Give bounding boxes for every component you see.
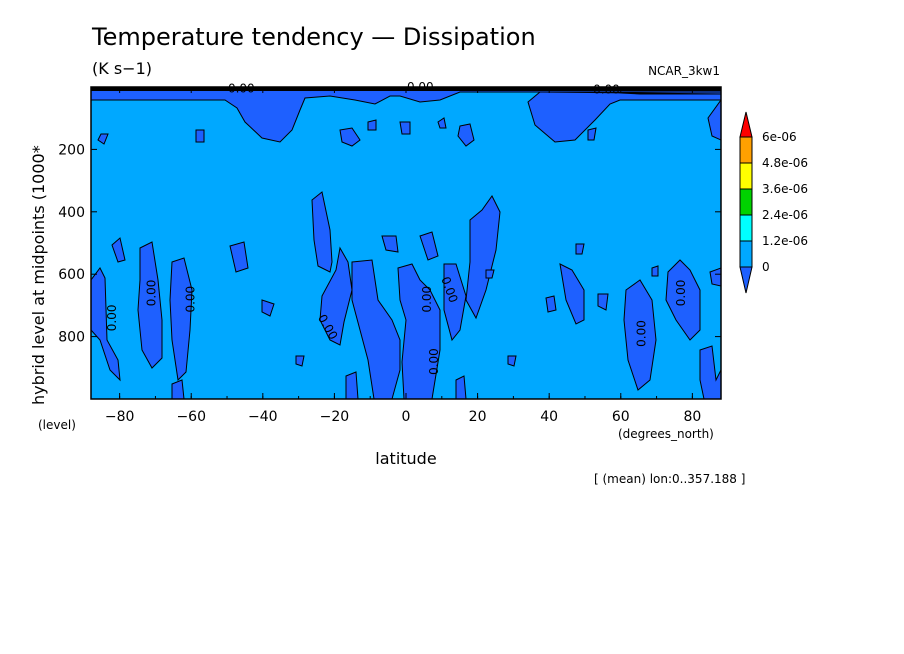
contour-label: 0.00 bbox=[427, 348, 441, 375]
colorbar-box bbox=[739, 214, 753, 242]
x-tick-label: 80 bbox=[683, 409, 701, 425]
contour-region bbox=[623, 279, 657, 391]
contour-region bbox=[575, 243, 585, 255]
colorbar-box bbox=[739, 188, 753, 216]
contour-region bbox=[419, 231, 439, 261]
colorbar-label: 4.8e-06 bbox=[762, 156, 808, 170]
contour-region bbox=[111, 237, 126, 263]
contour-label: 0.00 bbox=[228, 81, 255, 95]
x-tick-label: 60 bbox=[612, 409, 630, 425]
dataset-label: NCAR_3kw1 bbox=[648, 64, 720, 78]
contour-region bbox=[457, 123, 475, 147]
x-axis: −80 −60 −40 −20 0 20 40 60 80 bbox=[105, 87, 701, 425]
colorbar: 0 1.2e-06 2.4e-06 3.6e-06 4.8e-06 6e-06 bbox=[739, 111, 808, 294]
contour-region bbox=[437, 117, 447, 129]
x-tick-label: 40 bbox=[540, 409, 558, 425]
y-axis: 200 400 600 800 bbox=[58, 142, 721, 346]
contour-region bbox=[651, 265, 659, 277]
colorbar-label: 3.6e-06 bbox=[762, 182, 808, 196]
contour-region bbox=[587, 127, 597, 141]
chart-units: (K s−1) bbox=[92, 59, 152, 78]
contour-region bbox=[455, 375, 467, 399]
contour-region bbox=[311, 191, 333, 273]
contour-region bbox=[397, 263, 441, 399]
contour-region bbox=[295, 355, 305, 367]
contour-region bbox=[319, 246, 353, 346]
colorbar-label: 0 bbox=[762, 260, 770, 274]
contour-label: 0.00 bbox=[593, 83, 620, 97]
contour-region bbox=[559, 263, 585, 325]
contour-region bbox=[707, 99, 721, 141]
contour-region bbox=[91, 87, 721, 143]
colorbar-label: 6e-06 bbox=[762, 130, 797, 144]
colorbar-box bbox=[739, 136, 753, 164]
contour-region bbox=[97, 133, 109, 145]
contour-region bbox=[137, 241, 163, 369]
contour-region bbox=[339, 127, 361, 147]
x-tick-label: 20 bbox=[469, 409, 487, 425]
footnote: [ (mean) lon:0..357.188 ] bbox=[594, 472, 745, 486]
plot-area bbox=[90, 86, 722, 400]
chart-title: Temperature tendency — Dissipation bbox=[91, 23, 536, 51]
y-tick-label: 600 bbox=[58, 267, 85, 283]
contour-region bbox=[351, 259, 401, 399]
contour-region bbox=[597, 293, 609, 311]
contour-region bbox=[507, 355, 517, 367]
colorbar-box bbox=[739, 162, 753, 190]
contour-label: 0.00 bbox=[184, 286, 198, 313]
colorbar-extend-high bbox=[739, 111, 753, 138]
x-axis-units: (degrees_north) bbox=[618, 427, 714, 441]
negative-regions bbox=[91, 87, 721, 399]
contour-label: 0.00 bbox=[407, 80, 434, 94]
x-tick-label: −20 bbox=[320, 409, 350, 425]
contour-label: 0.00 bbox=[635, 320, 649, 347]
colorbar-box bbox=[739, 240, 753, 268]
colorbar-label: 1.2e-06 bbox=[762, 234, 808, 248]
contour-label: 0.00 bbox=[420, 286, 434, 313]
contour-region bbox=[485, 269, 495, 279]
contour-region bbox=[545, 295, 557, 313]
contour-label: 0.00 bbox=[144, 280, 158, 307]
contour-region bbox=[195, 129, 205, 143]
contour-region bbox=[443, 263, 467, 342]
contour-region bbox=[399, 121, 411, 135]
y-axis-title: hybrid level at midpoints (1000* bbox=[29, 145, 48, 405]
x-tick-label: −40 bbox=[248, 409, 278, 425]
contour-region bbox=[709, 267, 721, 287]
colorbar-extend-low bbox=[739, 266, 753, 294]
x-axis-title: latitude bbox=[375, 449, 436, 468]
contour-region bbox=[665, 259, 701, 341]
contour-region bbox=[91, 267, 121, 382]
x-tick-label: 0 bbox=[402, 409, 411, 425]
x-tick-label: −80 bbox=[105, 409, 135, 425]
contour-region bbox=[171, 379, 185, 399]
y-tick-label: 400 bbox=[58, 205, 85, 221]
y-axis-units: (level) bbox=[38, 418, 76, 432]
y-tick-label: 800 bbox=[58, 330, 85, 346]
contour-region bbox=[381, 235, 399, 253]
contour-region bbox=[367, 119, 377, 131]
contour-region bbox=[169, 257, 193, 382]
x-tick-label: −60 bbox=[176, 409, 206, 425]
contour-label: 0.00 bbox=[105, 305, 119, 332]
contour-region bbox=[261, 299, 275, 317]
y-tick-label: 200 bbox=[58, 142, 85, 158]
colorbar-label: 2.4e-06 bbox=[762, 208, 808, 222]
contour-label: 0.00 bbox=[674, 280, 688, 307]
contour-region bbox=[91, 87, 721, 143]
contour-region bbox=[229, 241, 249, 273]
contour-region bbox=[699, 345, 721, 399]
contour-region bbox=[345, 371, 359, 399]
